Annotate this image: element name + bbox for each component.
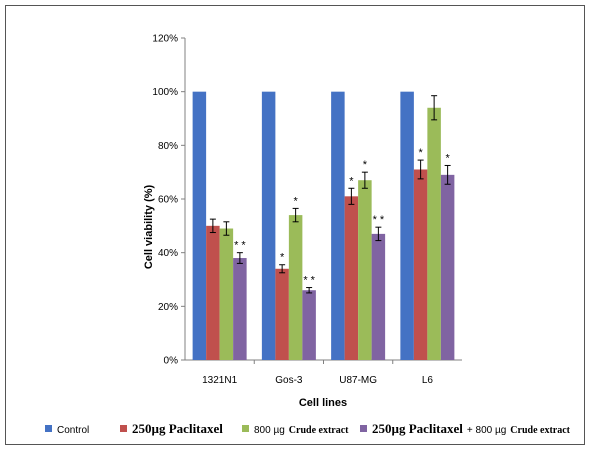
significance-marker: * xyxy=(445,152,450,164)
legend-swatch xyxy=(45,425,52,432)
y-tick-label: 20% xyxy=(158,302,178,313)
significance-marker: * xyxy=(418,147,423,159)
bar xyxy=(344,196,359,360)
legend-swatch xyxy=(242,425,249,432)
bar xyxy=(288,215,303,360)
bar xyxy=(331,91,345,361)
bar xyxy=(192,91,207,361)
bar xyxy=(358,180,372,360)
x-tick-label: Gos-3 xyxy=(275,375,303,386)
bar xyxy=(427,107,441,361)
bar xyxy=(275,268,289,360)
y-tick-label: 0% xyxy=(164,356,179,367)
y-tick-label: 120% xyxy=(152,34,178,45)
legend-swatch xyxy=(120,425,127,432)
bar xyxy=(440,174,455,360)
significance-marker: * xyxy=(293,195,298,207)
legend-label: 250µg Paclitaxel xyxy=(132,421,223,436)
bar xyxy=(219,228,234,360)
y-tick-label: 60% xyxy=(158,195,178,206)
significance-marker: * xyxy=(363,159,368,171)
bar xyxy=(413,169,428,360)
bar xyxy=(233,258,247,360)
bar xyxy=(206,225,220,360)
bar xyxy=(302,290,316,360)
significance-marker: * xyxy=(280,252,285,264)
bar xyxy=(400,91,414,361)
y-tick-label: 40% xyxy=(158,248,178,259)
x-axis-title: Cell lines xyxy=(299,397,347,409)
x-tick-label: L6 xyxy=(422,375,434,386)
significance-marker: * xyxy=(349,175,354,187)
y-axis-title: Cell viability (%) xyxy=(143,184,155,269)
y-tick-label: 100% xyxy=(152,87,178,98)
significance-marker: * * xyxy=(234,240,246,252)
x-tick-label: 1321N1 xyxy=(202,375,237,386)
significance-marker: * * xyxy=(303,275,315,287)
y-tick-label: 80% xyxy=(158,141,178,152)
bar xyxy=(261,91,276,361)
legend-label: 250µg Paclitaxel + 800 µg Crude extract xyxy=(372,421,571,436)
x-tick-label: U87-MG xyxy=(339,375,377,386)
legend-label: Control xyxy=(57,425,89,436)
bar xyxy=(371,233,386,360)
legend-label: 800 µg Crude extract xyxy=(254,425,349,436)
legend-swatch xyxy=(360,425,367,432)
significance-marker: * * xyxy=(373,214,385,226)
